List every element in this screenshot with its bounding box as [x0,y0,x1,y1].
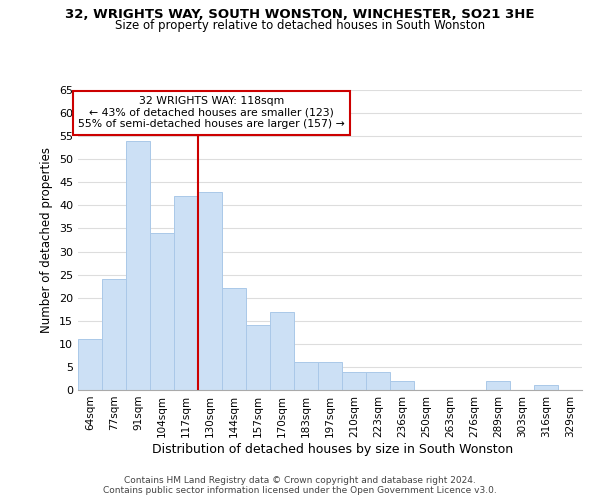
Bar [342,372,366,390]
Bar [294,362,318,390]
Bar [246,326,270,390]
Bar [126,141,150,390]
Bar [486,381,510,390]
Bar [390,381,414,390]
Text: 32, WRIGHTS WAY, SOUTH WONSTON, WINCHESTER, SO21 3HE: 32, WRIGHTS WAY, SOUTH WONSTON, WINCHEST… [65,8,535,20]
Bar [318,362,342,390]
Bar [150,233,174,390]
Bar [78,339,102,390]
Text: Distribution of detached houses by size in South Wonston: Distribution of detached houses by size … [152,442,514,456]
Bar [174,196,198,390]
Text: Contains HM Land Registry data © Crown copyright and database right 2024.
Contai: Contains HM Land Registry data © Crown c… [103,476,497,495]
Bar [198,192,222,390]
Text: Size of property relative to detached houses in South Wonston: Size of property relative to detached ho… [115,18,485,32]
Bar [534,386,558,390]
Bar [222,288,246,390]
Text: 32 WRIGHTS WAY: 118sqm
← 43% of detached houses are smaller (123)
55% of semi-de: 32 WRIGHTS WAY: 118sqm ← 43% of detached… [78,96,345,129]
Bar [102,279,126,390]
Y-axis label: Number of detached properties: Number of detached properties [40,147,53,333]
Bar [270,312,294,390]
Bar [366,372,390,390]
